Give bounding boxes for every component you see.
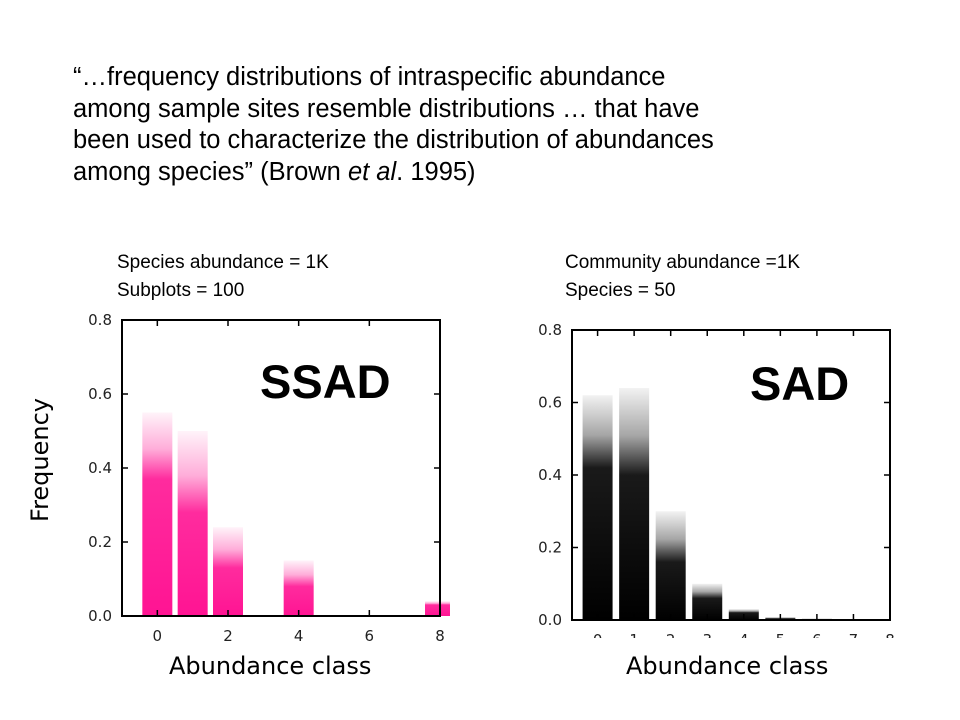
ssad-x-tick-label: 8: [435, 627, 445, 645]
ssad-x-axis-label: Abundance class: [169, 652, 372, 680]
quote-emphasis: et al: [347, 157, 397, 186]
ssad-x-tick-label: 2: [223, 627, 233, 645]
sad-x-tick-label: 2: [666, 631, 676, 638]
ssad-x-tick-label: 0: [153, 627, 163, 645]
quote-text: “…frequency distributions of intraspecif…: [73, 62, 933, 188]
sad-bar: [655, 511, 686, 620]
sad-x-tick-label: 6: [812, 631, 822, 638]
ssad-chart: 0.0 0.2 0.4 0.6 0.8 0 2 4 6 8 SSAD: [88, 311, 450, 645]
quote-line: among species” (Brown: [73, 157, 348, 186]
ssad-x-tick-label: 6: [365, 627, 375, 645]
ssad-x-tick-label: 4: [294, 627, 304, 645]
sad-caption-line: Species = 50: [565, 280, 676, 301]
sad-caption-line: Community abundance =1K: [565, 252, 801, 273]
sad-y-tick-label: 0.6: [538, 394, 562, 412]
quote-line: among sample sites resemble distribution…: [73, 94, 700, 123]
y-axis-label: Frequency: [26, 398, 54, 522]
sad-chart: 0.0 0.2 0.4 0.6 0.8 0 1 2 3 4 5 6 7 8 SAD: [538, 321, 895, 638]
sad-bar: [692, 583, 723, 620]
ssad-title: SSAD: [260, 355, 391, 408]
sad-caption: Community abundance =1K Species = 50: [565, 249, 800, 305]
ssad-bar: [283, 560, 314, 616]
quote-line: been used to characterize the distributi…: [73, 126, 714, 154]
ssad-bar: [425, 601, 450, 616]
ssad-y-tick-label: 0.8: [88, 311, 112, 329]
sad-y-tick-label: 0.2: [538, 539, 562, 557]
sad-x-tick-label: 0: [593, 631, 603, 638]
sad-y-tick-label: 0.8: [538, 321, 562, 339]
ssad-y-tick-label: 0.6: [88, 385, 112, 403]
sad-title: SAD: [750, 357, 849, 410]
sad-y-tick-label: 0.4: [538, 466, 562, 484]
sad-x-tick-label: 8: [885, 631, 895, 638]
ssad-caption-line: Subplots = 100: [117, 280, 245, 301]
sad-bar: [582, 395, 613, 620]
sad-bar: [619, 388, 650, 620]
sad-x-tick-label: 5: [776, 631, 786, 638]
ssad-y-tick-label: 0.4: [88, 459, 112, 477]
sad-y-tick-label: 0.0: [538, 611, 562, 629]
sad-x-tick-label: 3: [702, 631, 712, 638]
ssad-bar: [213, 527, 243, 616]
ssad-y-tick-label: 0.0: [88, 607, 112, 625]
ssad-bar: [142, 412, 173, 616]
quote-line: “…frequency distributions of intraspecif…: [73, 63, 666, 91]
ssad-y-tick-label: 0.2: [88, 533, 112, 551]
ssad-caption-line: Species abundance = 1K: [117, 252, 329, 273]
quote-line: . 1995): [396, 157, 476, 186]
sad-x-tick-label: 4: [739, 631, 749, 638]
ssad-bar: [177, 431, 208, 616]
sad-x-tick-label: 7: [849, 631, 859, 638]
sad-x-axis-label: Abundance class: [626, 652, 829, 680]
ssad-caption: Species abundance = 1K Subplots = 100: [117, 249, 329, 305]
sad-x-tick-label: 1: [629, 631, 639, 638]
